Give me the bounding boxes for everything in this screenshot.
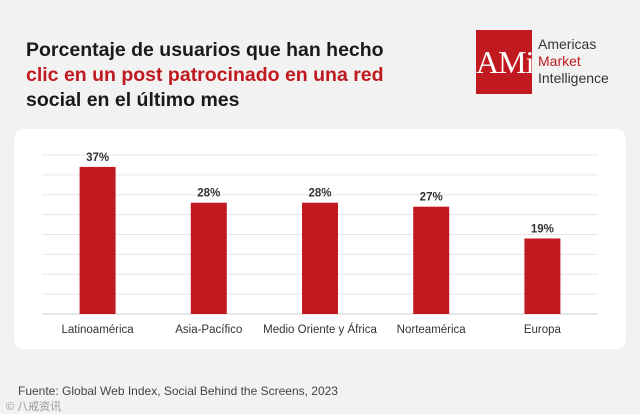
x-tick-label: Medio Oriente y África — [263, 323, 377, 336]
value-labels: 37% 28% 28% 27% 19% — [86, 152, 554, 236]
bar — [524, 238, 561, 314]
bar — [302, 202, 338, 314]
title-line-1: Porcentaje de usuarios que han hecho — [26, 39, 384, 61]
ami-logo: AMi Americas Market Intelligence — [476, 30, 636, 94]
logo-line-1: Americas — [538, 36, 597, 52]
title-line-3: social en el último mes — [26, 89, 240, 111]
watermark: © 八戒资讯 — [6, 401, 62, 413]
bar — [413, 206, 450, 314]
title-line-2: clic en un post patrocinado en una red — [26, 64, 384, 86]
value-label: 28% — [308, 188, 331, 200]
value-label: 28% — [197, 188, 220, 200]
x-tick-label: Europa — [524, 324, 562, 336]
value-label: 27% — [420, 192, 443, 204]
source-note: Fuente: Global Web Index, Social Behind … — [18, 384, 338, 398]
logo-mark: AMi — [476, 30, 534, 94]
x-tick-label: Asia-Pacífico — [175, 324, 242, 336]
x-tick-label: Norteamérica — [397, 324, 467, 336]
bars — [79, 166, 561, 314]
logo-text: Americas Market Intelligence — [538, 36, 609, 87]
bar — [79, 166, 116, 314]
value-label: 37% — [86, 152, 109, 164]
logo-line-3: Intelligence — [538, 70, 609, 86]
x-tick-label: Latinoamérica — [61, 324, 134, 336]
chart-card: 37% 28% 28% 27% 19% Latinoamérica Asia-Pacífi… — [14, 129, 626, 349]
bar-chart: 37% 28% 28% 27% 19% Latinoamérica Asia-Pacífi… — [42, 152, 598, 336]
value-label: 19% — [531, 223, 554, 235]
x-tick-labels: Latinoamérica Asia-Pacífico Medio Oriente … — [61, 323, 561, 336]
chart-title: Porcentaje de usuarios que han hecho clic… — [26, 38, 446, 113]
logo-line-2: Market — [538, 53, 581, 69]
bar — [190, 202, 227, 314]
